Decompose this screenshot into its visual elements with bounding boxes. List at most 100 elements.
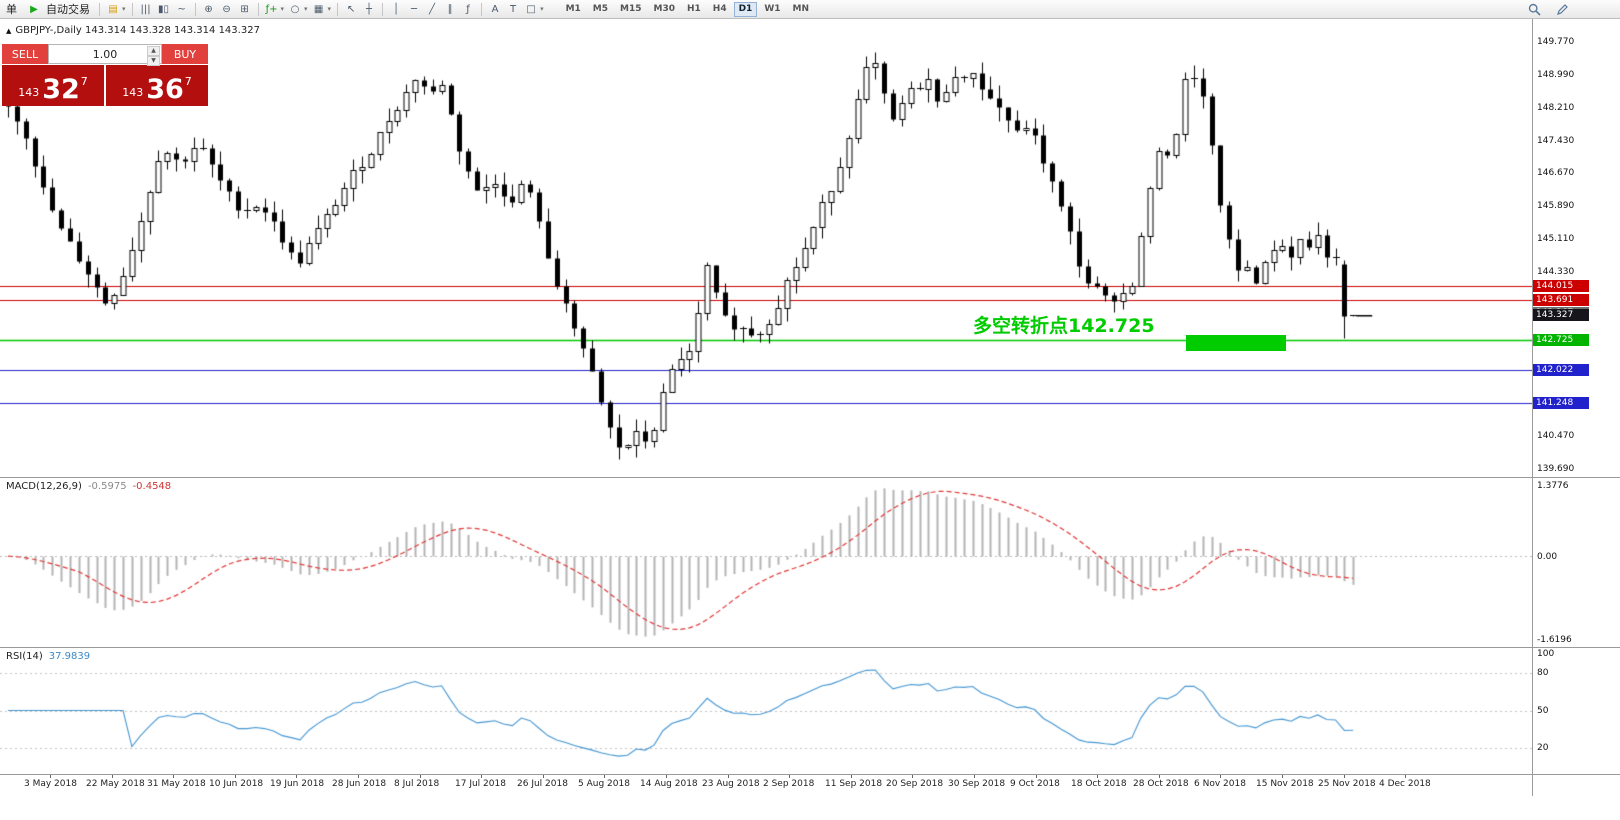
sell-button[interactable]: SELL (2, 44, 48, 64)
toolbar-separator (194, 2, 196, 16)
axis-label: 140.470 (1537, 430, 1575, 441)
one-click-trade-panel: SELL 1.00 ▲ ▼ BUY 143 32 7 143 36 7 (2, 44, 208, 106)
axis-label: 139.690 (1537, 463, 1575, 474)
macd-panel[interactable] (0, 478, 1532, 647)
toolbar-separator (99, 2, 100, 16)
date-label: 19 Jun 2018 (270, 779, 325, 789)
bar-chart-icon[interactable]: ||| (140, 3, 151, 15)
indicators-icon[interactable]: ƒ+ (265, 3, 278, 15)
timeframe-d1[interactable]: D1 (733, 1, 758, 17)
sell-price-base: 143 (18, 86, 40, 99)
periods-clock-icon-caret[interactable]: ▾ (304, 5, 308, 13)
buy-price-button[interactable]: 143 36 7 (106, 65, 208, 106)
date-label: 26 Jul 2018 (517, 779, 568, 789)
date-tick (1159, 775, 1160, 778)
new-order-icon[interactable]: ▤ (108, 3, 118, 15)
timeframe-m15[interactable]: M15 (615, 2, 646, 17)
date-label: 31 May 2018 (147, 779, 206, 789)
axis-label: 148.990 (1537, 70, 1575, 81)
fibonacci-icon[interactable]: ƒ (466, 3, 470, 15)
rsi-panel[interactable] (0, 648, 1532, 773)
toolbar-separator (131, 2, 133, 16)
toolbar-separator (481, 2, 483, 16)
macd-name: MACD(12,26,9) (6, 481, 82, 492)
orders-menu-item[interactable]: 单 (6, 3, 17, 16)
volume-input[interactable]: 1.00 ▲ ▼ (48, 44, 162, 66)
date-tick (235, 775, 236, 778)
date-tick (851, 775, 852, 778)
trade-panel-prices: 143 32 7 143 36 7 (2, 65, 208, 106)
buy-button[interactable]: BUY (162, 44, 208, 64)
panel-separator[interactable] (0, 647, 1620, 648)
zoom-in-icon[interactable]: ⊕ (204, 3, 213, 15)
periods-clock-icon[interactable]: ○ (290, 3, 300, 15)
crosshair-icon[interactable]: ┼ (366, 3, 373, 15)
cursor-icon[interactable]: ↖ (346, 3, 356, 15)
autotrade-play-icon: ▶ (30, 3, 38, 15)
date-label: 9 Oct 2018 (1010, 779, 1060, 789)
date-tick (974, 775, 975, 778)
axis-label: 149.770 (1537, 37, 1575, 48)
pencil-icon[interactable] (1554, 2, 1570, 17)
date-label: 6 Nov 2018 (1194, 779, 1246, 789)
buy-price-sup: 7 (184, 75, 192, 88)
new-order-icon-caret[interactable]: ▾ (122, 5, 126, 13)
rsi-name: RSI(14) (6, 651, 43, 662)
chart-annotation-text[interactable]: 多空转折点142.725 (973, 315, 1155, 337)
macd-signal-value: -0.4548 (132, 481, 172, 492)
sell-price-sup: 7 (80, 75, 88, 88)
timeframe-m5[interactable]: M5 (588, 2, 613, 17)
candlestick-chart-icon[interactable]: ▮▯ (158, 3, 170, 15)
axis-label: 144.330 (1537, 267, 1575, 278)
macd-main-value: -0.5975 (87, 481, 127, 492)
zoom-out-icon[interactable]: ⊖ (222, 3, 231, 15)
date-label: 4 Dec 2018 (1379, 779, 1431, 789)
indicators-icon-caret[interactable]: ▾ (280, 5, 285, 13)
timeframe-m1[interactable]: M1 (561, 2, 586, 17)
axis-label: 147.430 (1537, 136, 1575, 147)
shapes-icon-caret[interactable]: ▾ (540, 5, 544, 13)
rsi-indicator-label: RSI(14) 37.9839 (6, 651, 90, 662)
volume-down-button[interactable]: ▼ (147, 56, 160, 66)
channel-icon[interactable]: ∥ (447, 3, 453, 15)
line-chart-icon[interactable]: ~ (177, 3, 186, 15)
trendline-icon[interactable]: ╱ (429, 3, 436, 15)
date-label: 2 Sep 2018 (763, 779, 815, 789)
toolbar-separator (337, 2, 339, 16)
price-level-box: 144.015 (1533, 279, 1589, 292)
date-label: 3 May 2018 (24, 779, 77, 789)
timeframe-h4[interactable]: H4 (708, 2, 732, 17)
shapes-icon[interactable]: □ (526, 3, 536, 15)
toolbar-right-icons (1525, 2, 1571, 17)
horizontal-line-icon[interactable]: ─ (411, 3, 418, 15)
panel-separator[interactable] (0, 477, 1620, 478)
sell-price-button[interactable]: 143 32 7 (2, 65, 104, 106)
search-icon[interactable] (1526, 2, 1542, 17)
panel-toggle-icon[interactable]: ▲ (6, 26, 12, 35)
date-tick (912, 775, 913, 778)
timeframe-mn[interactable]: MN (788, 2, 815, 17)
rsi-value: 37.9839 (48, 651, 91, 662)
date-tick (543, 775, 544, 778)
chart-title: ▲ GBPJPY-,Daily 143.314 143.328 143.314 … (6, 25, 260, 36)
volume-up-button[interactable]: ▲ (147, 46, 160, 56)
highlight-rectangle[interactable] (1186, 335, 1286, 352)
date-label: 14 Aug 2018 (640, 779, 698, 789)
text-icon[interactable]: A (491, 3, 499, 15)
timeframe-m30[interactable]: M30 (649, 2, 680, 17)
timeframe-h1[interactable]: H1 (682, 2, 706, 17)
autotrade-button[interactable]: ▶ 自动交易 (20, 2, 95, 17)
vertical-line-icon[interactable]: │ (393, 3, 400, 15)
timeframe-w1[interactable]: W1 (759, 2, 785, 17)
price-chart[interactable] (0, 18, 1532, 477)
axis-label: 100 (1537, 649, 1555, 659)
template-icon[interactable]: ▦ (313, 3, 324, 15)
date-tick (112, 775, 113, 778)
price-level-box: 141.248 (1533, 396, 1589, 409)
template-icon-caret[interactable]: ▾ (327, 5, 332, 13)
tile-windows-icon[interactable]: ⊞ (240, 3, 249, 15)
label-icon[interactable]: T (510, 3, 517, 15)
date-tick (296, 775, 297, 778)
date-label: 22 May 2018 (86, 779, 145, 789)
axis-label: 146.670 (1537, 168, 1575, 179)
